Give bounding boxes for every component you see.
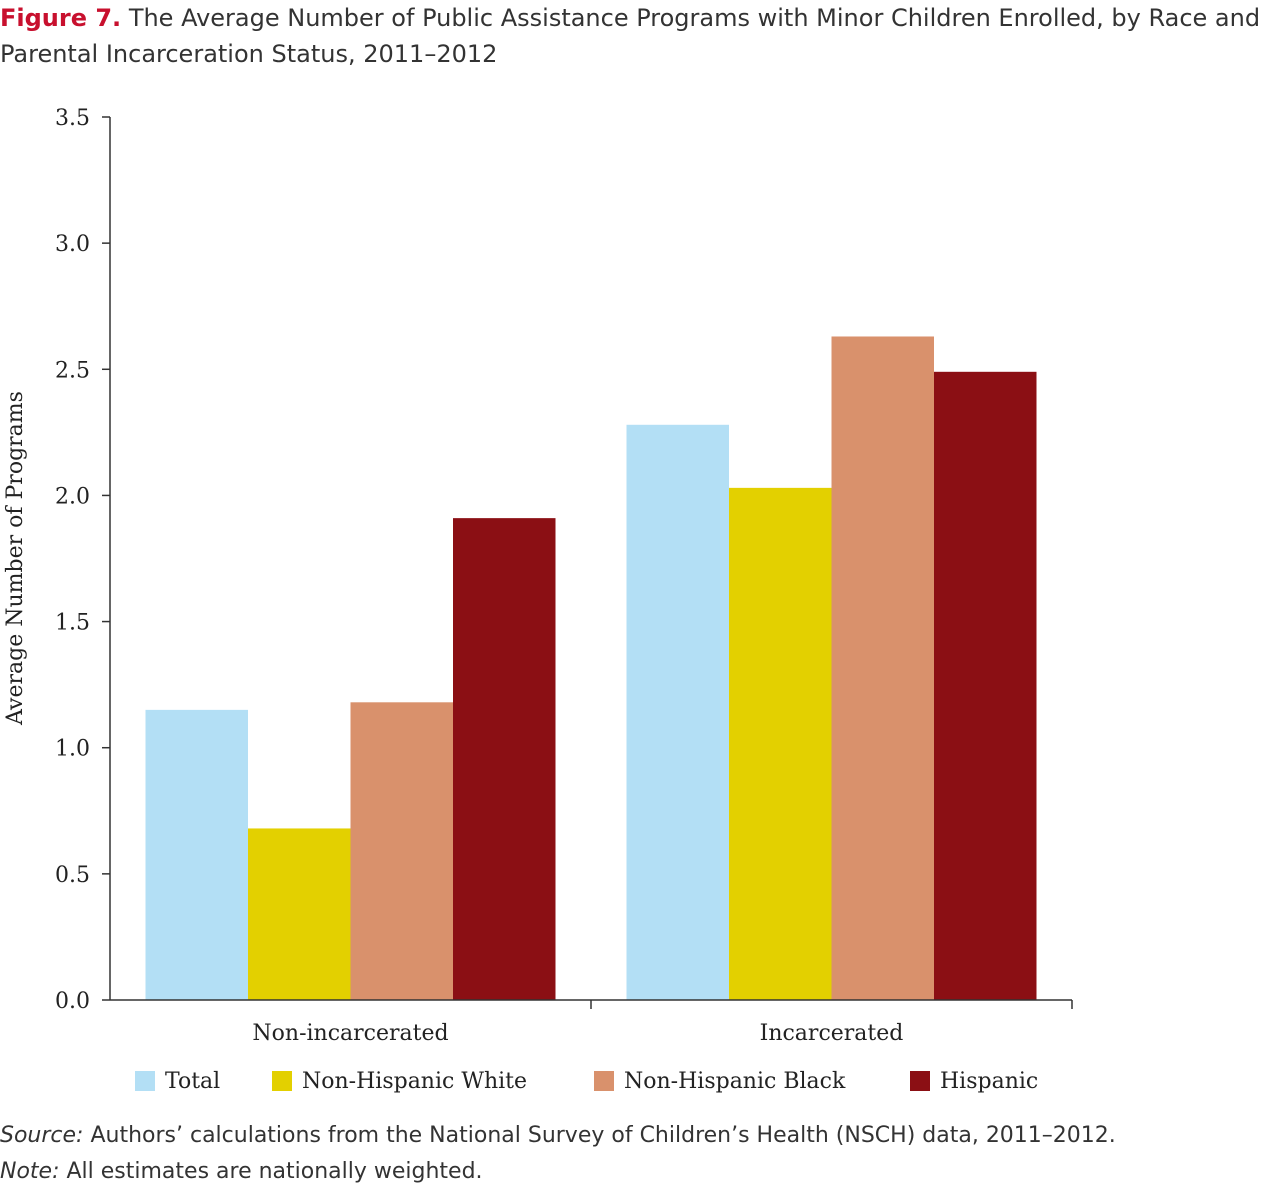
chart-title: Figure 7. The Average Number of Public A… <box>0 0 1280 72</box>
legend-label: Non-Hispanic Black <box>624 1069 846 1094</box>
x-tick-label: Incarcerated <box>760 1021 904 1046</box>
bar-non-hispanic-white-non-incarcerated <box>248 828 351 1000</box>
legend-swatch <box>272 1071 292 1091</box>
legend-swatch <box>910 1071 930 1091</box>
source-text: Authors’ calculations from the National … <box>83 1123 1116 1148</box>
bar-hispanic-incarcerated <box>934 371 1037 1000</box>
source-line: Source: Authors’ calculations from the N… <box>0 1118 1280 1154</box>
legend-label: Non-Hispanic White <box>302 1069 527 1094</box>
source-label: Source: <box>0 1123 84 1148</box>
bar-chart: 0.0 0.5 1.0 1.5 2.0 2.5 3.0 3.5 Non-incarcerate… <box>3 106 1073 1094</box>
x-ticks-group: Non-incarcerated Incarcerated <box>252 1000 1073 1046</box>
legend: Total Non-Hispanic White Non-Hispanic Blac… <box>135 1069 1038 1094</box>
legend-label: Total <box>165 1069 220 1094</box>
bar-non-hispanic-white-incarcerated <box>729 487 832 1000</box>
y-tick-label: 3.5 <box>55 106 90 131</box>
legend-swatch <box>594 1071 614 1091</box>
note-line: Note: All estimates are nationally weigh… <box>0 1154 1280 1190</box>
bar-total-incarcerated <box>626 424 729 1000</box>
figure-label: Figure 7. <box>0 4 122 32</box>
y-tick-label: 3.0 <box>55 232 90 257</box>
note-text: All estimates are nationally weighted. <box>59 1159 483 1184</box>
y-tick-label: 0.0 <box>55 989 90 1014</box>
note-label: Note: <box>0 1159 60 1184</box>
y-tick-label: 0.5 <box>55 863 90 888</box>
bar-non-hispanic-black-non-incarcerated <box>350 702 453 1000</box>
legend-label: Hispanic <box>940 1069 1038 1094</box>
y-tick-label: 1.5 <box>55 611 90 636</box>
x-tick-label: Non-incarcerated <box>252 1021 448 1046</box>
bar-total-non-incarcerated <box>145 709 248 1000</box>
bar-hispanic-non-incarcerated <box>453 518 556 1000</box>
y-axis-label: Average Number of Programs <box>3 391 28 726</box>
y-tick-label: 1.0 <box>55 737 90 762</box>
y-tick-label: 2.0 <box>55 484 90 509</box>
bars-group <box>145 336 1037 1000</box>
legend-swatch <box>135 1071 155 1091</box>
figure-title: The Average Number of Public Assistance … <box>0 4 1261 68</box>
y-ticks-group: 0.0 0.5 1.0 1.5 2.0 2.5 3.0 3.5 <box>55 106 110 1014</box>
footer: Source: Authors’ calculations from the N… <box>0 1118 1280 1190</box>
bar-non-hispanic-black-incarcerated <box>831 336 934 1000</box>
y-tick-label: 2.5 <box>55 358 90 383</box>
